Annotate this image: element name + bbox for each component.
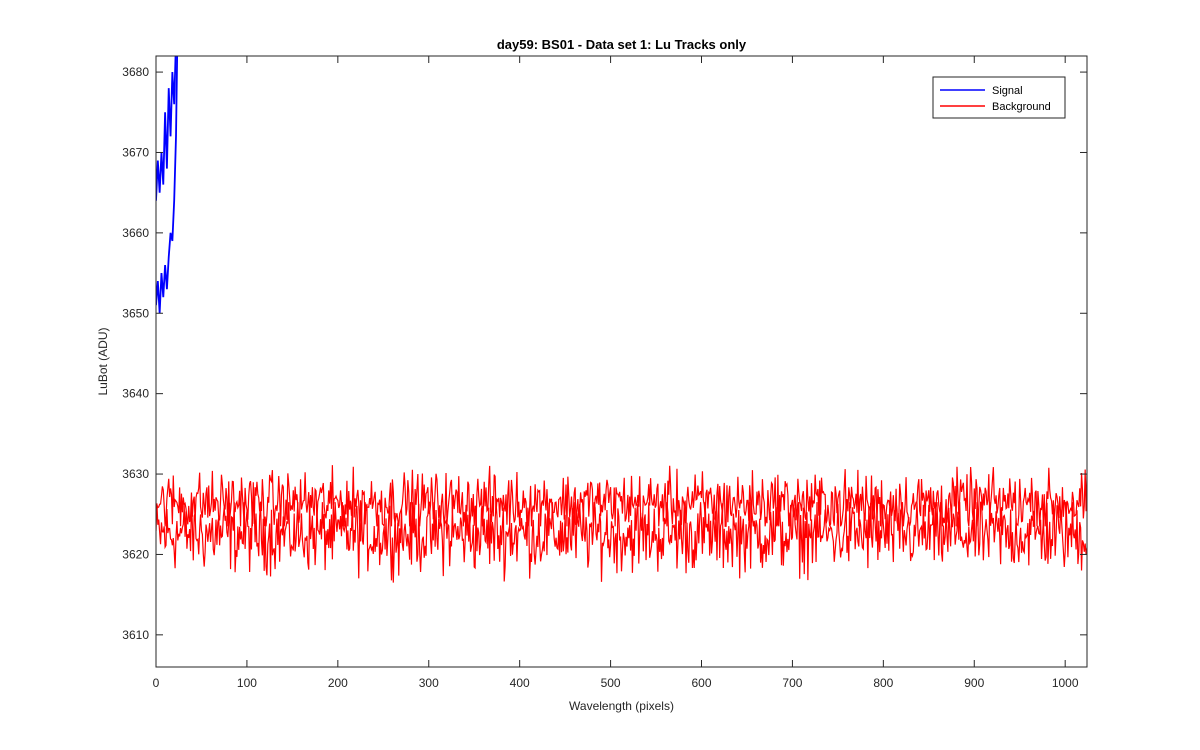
plot-area xyxy=(156,56,1087,667)
y-tick-label: 3670 xyxy=(122,145,149,159)
legend-label-background: Background xyxy=(992,101,1051,113)
x-tick-label: 500 xyxy=(601,676,621,690)
y-tick-label: 3630 xyxy=(122,467,149,481)
y-axis-label: LuBot (ADU) xyxy=(96,327,110,395)
x-tick-label: 400 xyxy=(510,676,530,690)
x-tick-label: 700 xyxy=(782,676,802,690)
x-tick-label: 800 xyxy=(873,676,893,690)
x-tick-label: 600 xyxy=(691,676,711,690)
axes-box xyxy=(155,55,1088,668)
y-tick-label: 3640 xyxy=(122,387,149,401)
axis-ticks: 0 100 200 300 400 500 600 700 800 900 1000 3610 3620… xyxy=(122,56,1087,690)
series-line-background xyxy=(156,465,1087,529)
x-tick-label: 100 xyxy=(237,676,257,690)
y-tick-label: 3660 xyxy=(122,226,149,240)
y-tick-label: 3610 xyxy=(122,628,149,642)
series-line-signal xyxy=(156,56,177,201)
x-tick-label: 900 xyxy=(964,676,984,690)
x-tick-label: 0 xyxy=(153,676,160,690)
series-line-background xyxy=(156,501,1087,583)
legend-label-signal: Signal xyxy=(992,85,1023,97)
y-tick-label: 3650 xyxy=(122,306,149,320)
chart-title: day59: BS01 - Data set 1: Lu Tracks only xyxy=(497,37,747,52)
y-tick-label: 3620 xyxy=(122,547,149,561)
x-tick-label: 1000 xyxy=(1052,676,1079,690)
x-axis-label: Wavelength (pixels) xyxy=(569,699,674,713)
x-tick-label: 300 xyxy=(419,676,439,690)
x-tick-label: 200 xyxy=(328,676,348,690)
legend: Signal Background xyxy=(932,76,1066,119)
y-tick-label: 3680 xyxy=(122,65,149,79)
legend-box xyxy=(932,76,1066,119)
